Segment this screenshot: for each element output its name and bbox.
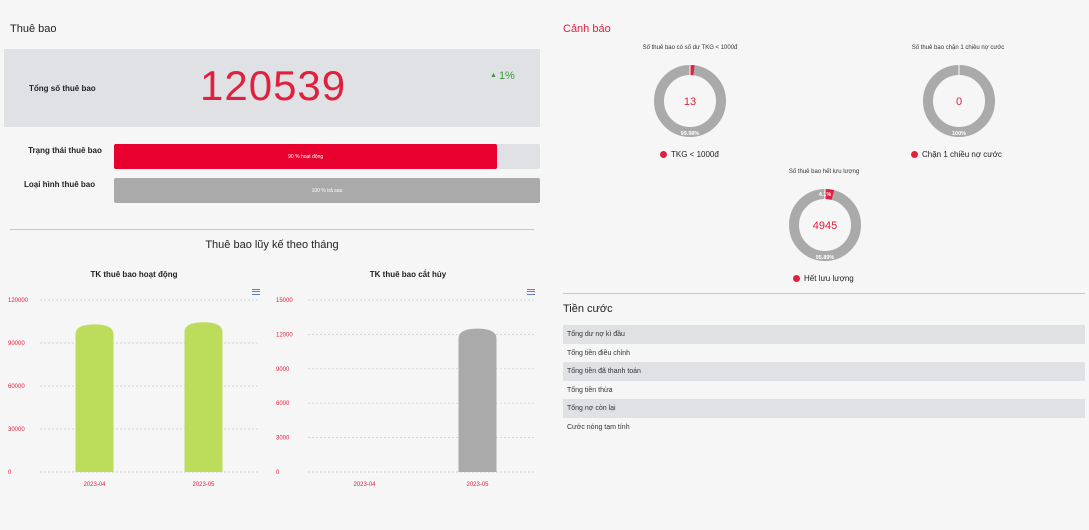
trend-value: 1% <box>498 70 515 82</box>
fees-section-title: Tiền cước <box>563 303 613 315</box>
y-tick-label: 6000 <box>276 401 290 407</box>
bar[interactable] <box>184 322 223 472</box>
status-bar-fill: 90 % hoạt động <box>114 144 498 169</box>
gauge-title: Số thuê bao hết lưu lượng <box>788 169 860 175</box>
legend-dot-icon <box>911 151 918 158</box>
legend-label: TKG < 1000đ <box>671 150 719 159</box>
gauge-low-balance: 13 99.98% <box>654 65 726 137</box>
fee-row: Tổng nợ còn lại <box>563 399 1085 418</box>
chart-menu-icon[interactable] <box>252 289 260 295</box>
y-tick-label: 30000 <box>8 427 25 433</box>
y-tick-label: 120000 <box>8 298 29 304</box>
monthly-title: Thuê bao lũy kế theo tháng <box>205 239 339 251</box>
type-bar-text: 100 % trả sau <box>311 187 343 194</box>
gauge-small-label: 4.1% <box>819 192 832 198</box>
x-tick-label: 2023-04 <box>83 482 106 488</box>
subscribers-section-title: Thuê bao <box>10 23 57 35</box>
gauge-blocked-debt: 0 100% <box>923 65 995 137</box>
fees-divider <box>563 293 1085 294</box>
fee-row: Tổng dư nợ kì đầu <box>563 325 1085 344</box>
y-tick-label: 15000 <box>276 298 293 304</box>
fee-row: Tổng tiền thừa <box>567 387 613 394</box>
total-subscribers-label: Tổng số thuê bao <box>29 84 96 93</box>
type-label: Loại hình thuê bao <box>24 180 96 189</box>
gauge-legend: Chặn 1 chiều nợ cước <box>911 150 1002 159</box>
section-divider <box>10 229 534 230</box>
gauge-center-value: 13 <box>684 96 696 108</box>
gauge-out-of-data: 4945 95.89% 4.1% <box>789 189 861 261</box>
y-tick-label: 60000 <box>8 384 25 390</box>
type-bar: 100 % trả sau <box>114 178 540 203</box>
chart-menu-icon[interactable] <box>527 289 535 295</box>
y-tick-label: 3000 <box>276 436 290 442</box>
legend-label: Chặn 1 chiều nợ cước <box>922 150 1002 159</box>
gauge-legend: Hết lưu lượng <box>793 274 854 283</box>
legend-dot-icon <box>660 151 667 158</box>
gauge-legend: TKG < 1000đ <box>660 150 719 159</box>
gauge-main-label: 100% <box>952 131 966 137</box>
bar[interactable] <box>75 324 114 472</box>
trend-indicator: ▲ 1% <box>490 70 515 82</box>
y-tick-label: 0 <box>8 470 12 476</box>
y-tick-label: 90000 <box>8 341 25 347</box>
alerts-section-title: Cảnh báo <box>563 23 611 35</box>
status-label: Trạng thái thuê bao <box>28 146 102 155</box>
status-bar-text: 90 % hoạt động <box>288 153 324 160</box>
type-bar-fill: 100 % trả sau <box>114 178 540 203</box>
gauge-main-label: 99.98% <box>681 131 700 137</box>
chart-cancelled-title: TK thuê bao cắt hủy <box>369 270 447 279</box>
fee-row: Cước nóng tạm tính <box>567 424 630 431</box>
bar[interactable] <box>458 328 497 472</box>
gauge-center-value: 4945 <box>813 220 837 232</box>
x-tick-label: 2023-05 <box>466 482 489 488</box>
gauge-title: Số thuê bao chặn 1 chiều nợ cước <box>911 45 1005 51</box>
chart-active-title: TK thuê bao hoạt động <box>90 270 178 279</box>
gauge-main-label: 95.89% <box>816 255 835 261</box>
total-subscribers-value: 120539 <box>200 62 347 109</box>
trend-up-icon: ▲ <box>490 72 497 79</box>
total-subscribers-card <box>4 49 540 127</box>
x-tick-label: 2023-05 <box>192 482 215 488</box>
chart-active-subscribers: 0 30000 60000 90000 120000 2023-04 2023-05 <box>8 298 258 488</box>
y-tick-label: 0 <box>276 470 280 476</box>
status-bar: 90 % hoạt động <box>114 144 540 169</box>
x-tick-label: 2023-04 <box>353 482 376 488</box>
chart-cancelled-subscribers: 0 3000 6000 9000 12000 15000 2023-04 2023-05 <box>276 298 534 488</box>
legend-dot-icon <box>793 275 800 282</box>
gauge-center-value: 0 <box>956 96 962 108</box>
y-tick-label: 12000 <box>276 332 293 338</box>
fee-row: Tổng tiền đã thanh toán <box>563 362 1085 381</box>
y-tick-label: 9000 <box>276 367 290 373</box>
legend-label: Hết lưu lượng <box>804 274 854 283</box>
gauge-title: Số thuê bao có số dư TKG < 1000đ <box>642 45 738 51</box>
fee-row: Tổng tiền điều chỉnh <box>567 350 631 357</box>
